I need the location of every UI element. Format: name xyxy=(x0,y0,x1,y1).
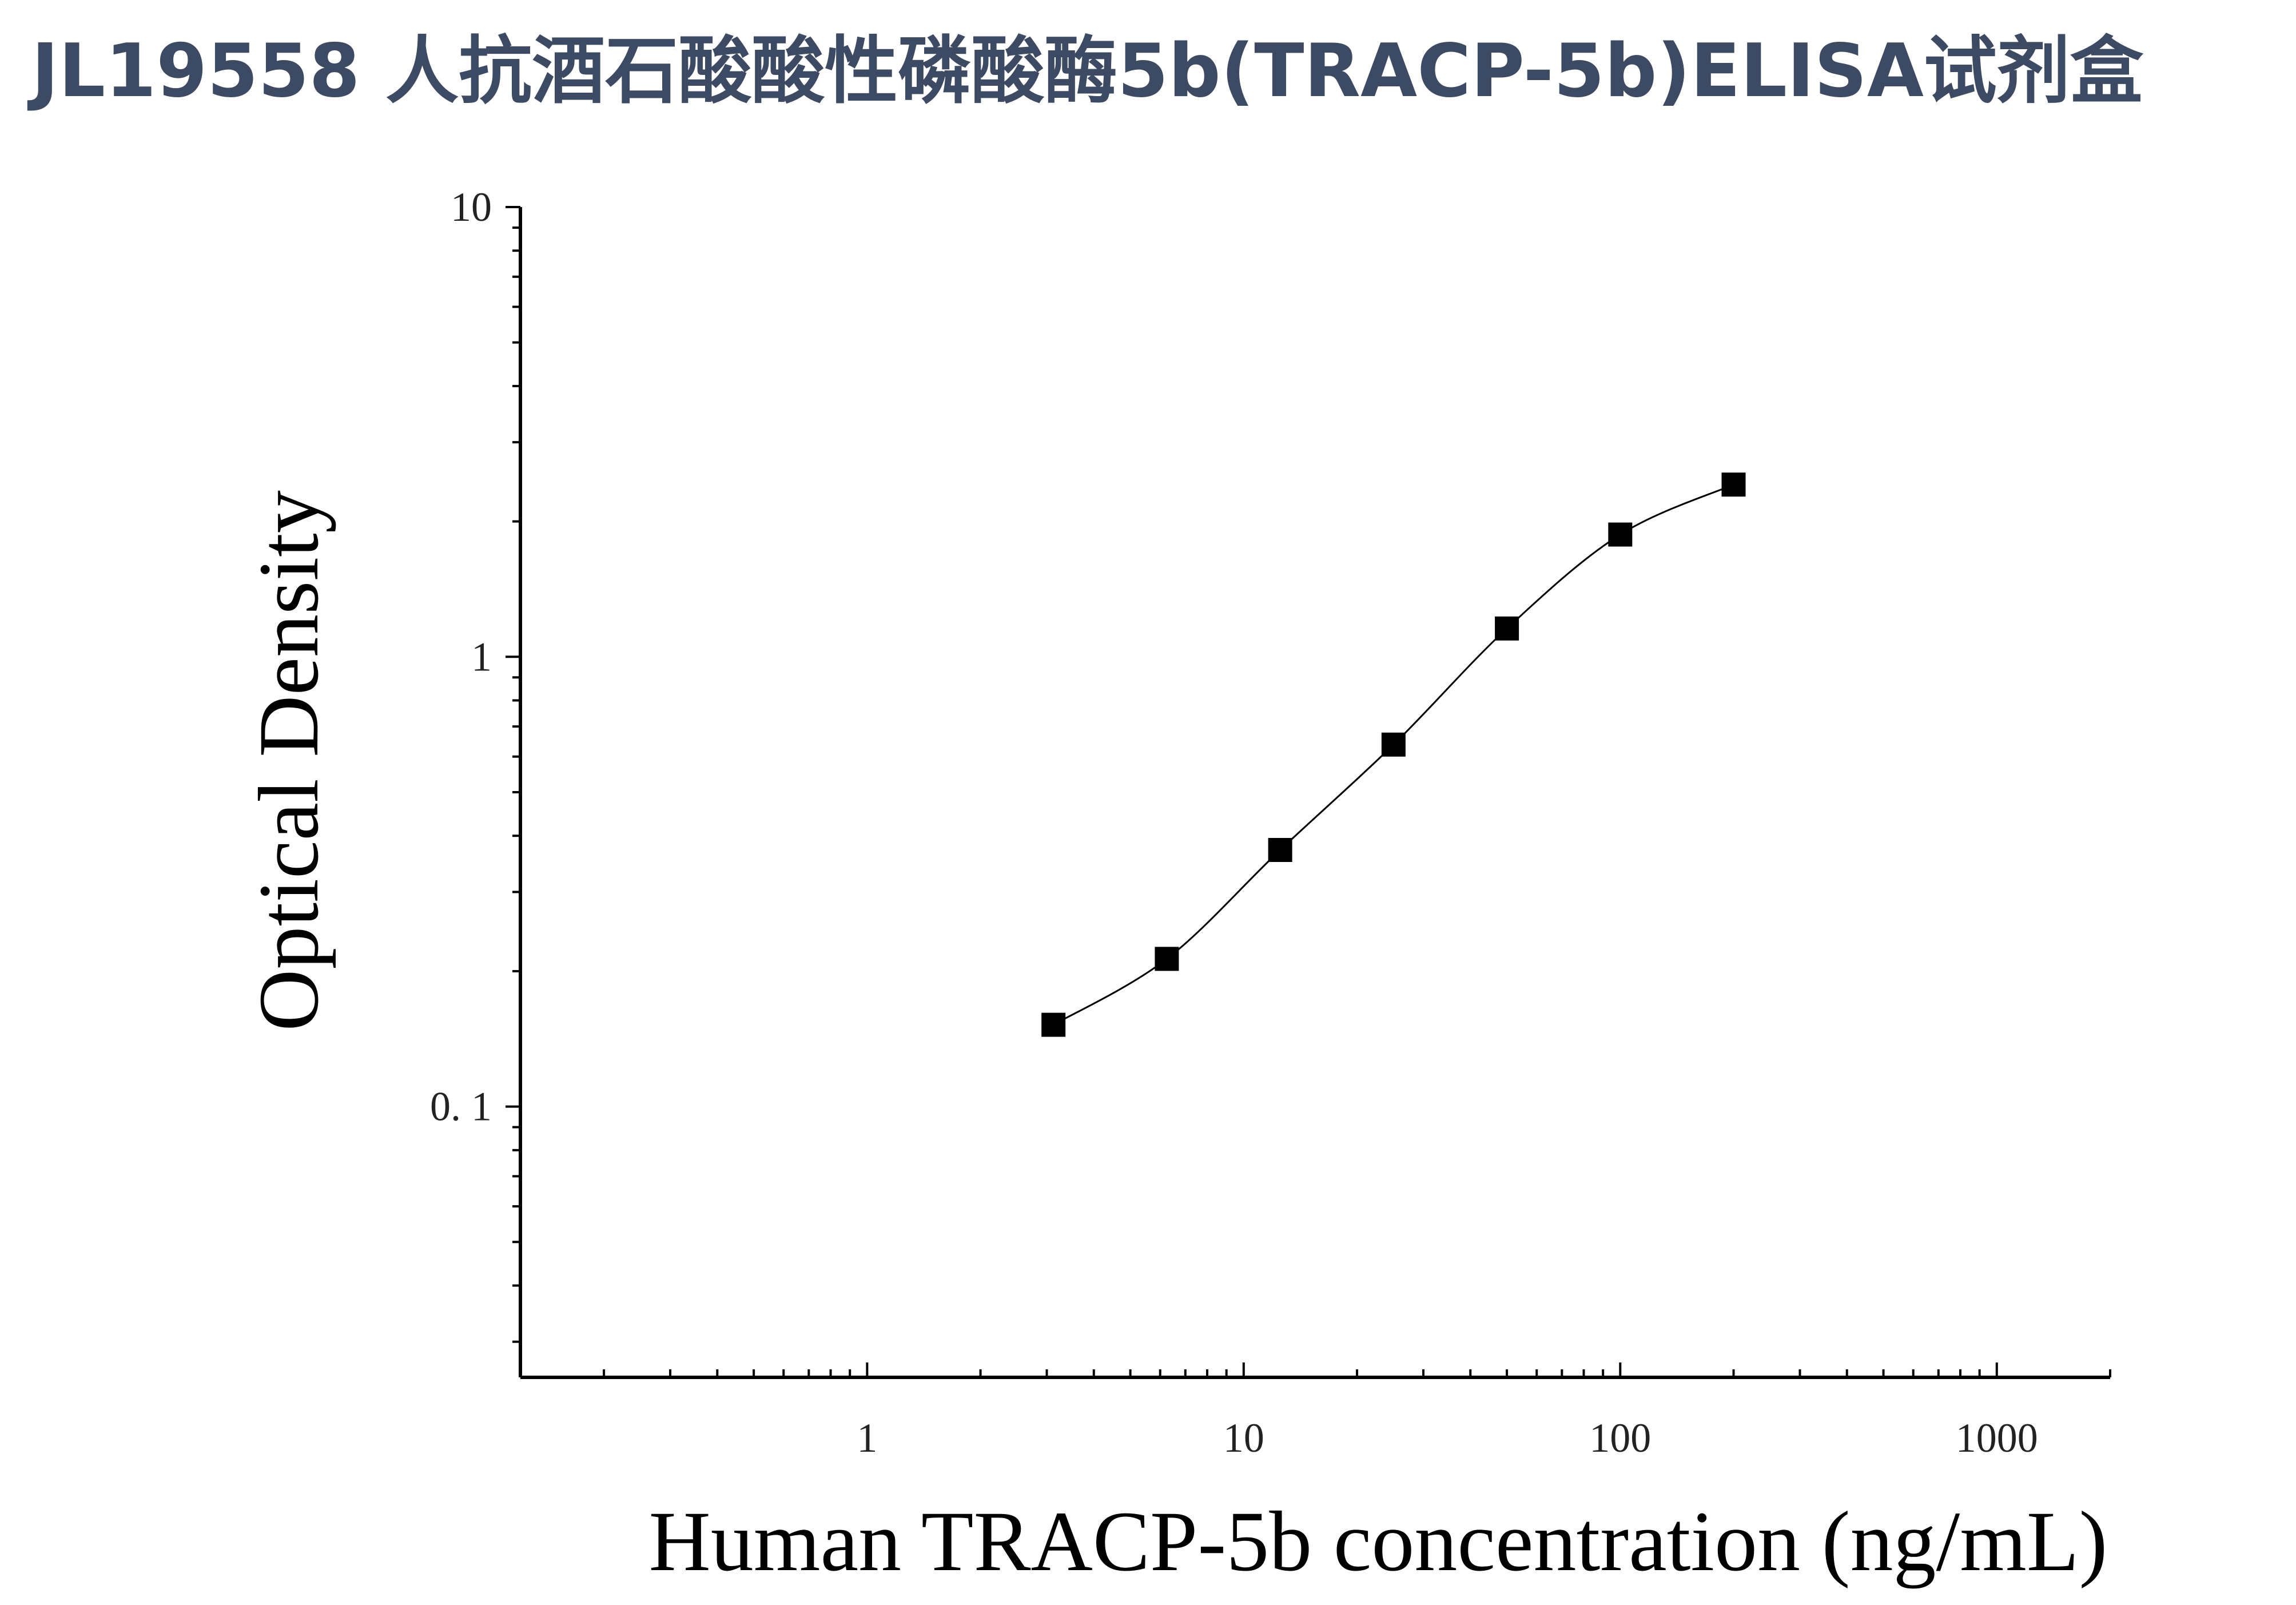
x-ticks: 1 10 100 1000 xyxy=(603,1362,2111,1461)
x-tick-label: 1000 xyxy=(1956,1415,2038,1461)
y-ticks: 0. 1 1 10 xyxy=(430,184,520,1343)
data-point xyxy=(1381,732,1406,757)
data-points xyxy=(1041,472,1746,1037)
data-point xyxy=(1495,616,1519,641)
data-point xyxy=(1721,472,1746,497)
axes xyxy=(519,207,2110,1379)
y-tick-label: 1 xyxy=(471,634,492,680)
y-axis-title: Optical Density xyxy=(241,490,336,1031)
x-axis-title: Human TRACP-5b concentration (ng/mL) xyxy=(649,1494,2108,1589)
page-title: JL19558 人抗酒石酸酸性磷酸酶5b(TRACP-5b)ELISA试剂盒 xyxy=(31,29,2143,114)
data-point xyxy=(1268,837,1292,862)
y-tick-label: 10 xyxy=(451,184,492,230)
x-tick-label: 10 xyxy=(1223,1415,1264,1461)
data-point xyxy=(1608,522,1633,547)
x-tick-label: 1 xyxy=(857,1415,877,1461)
data-point xyxy=(1041,1012,1066,1037)
data-point xyxy=(1155,947,1179,971)
x-tick-label: 100 xyxy=(1589,1415,1651,1461)
y-tick-label: 0. 1 xyxy=(430,1084,492,1130)
